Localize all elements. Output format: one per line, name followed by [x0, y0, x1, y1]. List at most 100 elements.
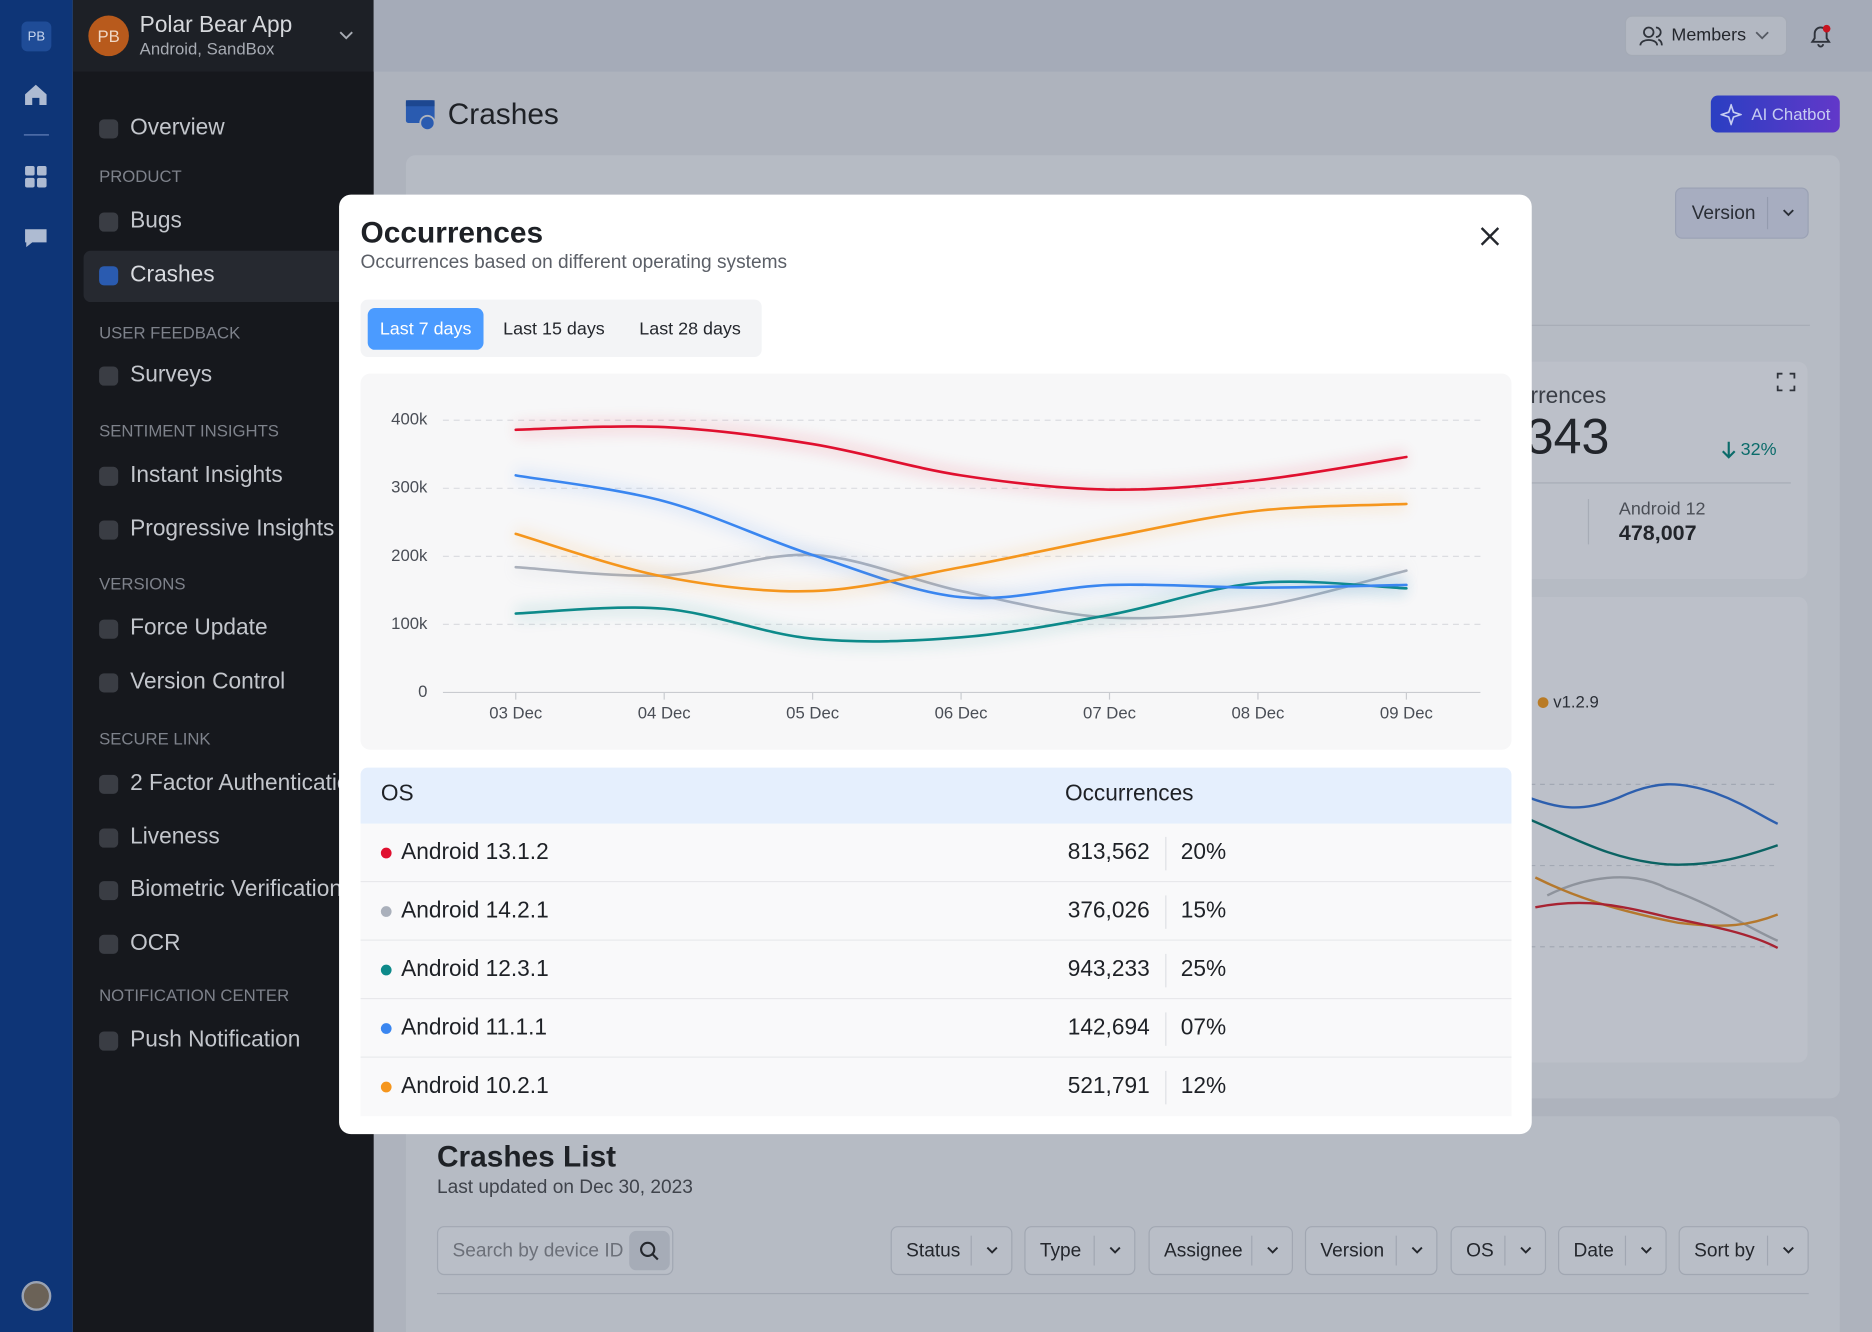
chevron	[1109, 1246, 1121, 1254]
nav-item[interactable]: Push Notification	[130, 1027, 301, 1053]
nav-item[interactable]: Version Control	[130, 668, 286, 694]
nav-icon	[99, 466, 119, 486]
bg-line	[1535, 901, 1779, 949]
filter-button[interactable]	[1450, 1226, 1547, 1276]
table-header-os: OS	[380, 781, 414, 807]
series-line	[514, 474, 1408, 600]
os-dot	[380, 1081, 392, 1093]
tab[interactable]: Last 7 days	[367, 308, 484, 350]
y-tick-label: 200k	[391, 546, 428, 565]
search-button[interactable]	[629, 1230, 670, 1271]
grid-icon[interactable]	[25, 165, 47, 188]
filter-divider	[970, 1235, 972, 1266]
bg-line	[1511, 783, 1779, 825]
sidebar: PB Polar Bear App Android, SandBox Overv…	[72, 0, 374, 1332]
chevron	[1520, 1246, 1532, 1254]
expand-icon[interactable]	[1776, 372, 1796, 392]
os-dot	[380, 847, 392, 859]
nav-active-bg	[83, 250, 374, 302]
list-subtitle: Last updated on Dec 30, 2023	[436, 1177, 693, 1198]
filter-button[interactable]	[1148, 1226, 1293, 1276]
ai-icon	[1720, 103, 1742, 126]
line-glow	[515, 419, 1408, 497]
filter-label: OS	[1466, 1240, 1494, 1262]
y-tick-label: 400k	[391, 410, 428, 429]
bell-icon[interactable]	[1808, 23, 1834, 49]
chart-panel	[360, 373, 1512, 750]
dropdown-divider	[1766, 196, 1769, 230]
members-chevron	[1755, 31, 1769, 40]
table-header	[360, 767, 1512, 824]
filter-divider	[1251, 1235, 1253, 1266]
nav-item[interactable]: Biometric Verification	[130, 877, 342, 903]
user-avatar[interactable]	[21, 1281, 52, 1311]
modal-title: Occurrences	[360, 216, 544, 250]
nav-item[interactable]: Progressive Insights	[130, 515, 335, 542]
share: 12%	[1180, 1073, 1227, 1099]
x-tick-label: 05 Dec	[786, 703, 839, 722]
list-title: Crashes List	[436, 1140, 617, 1174]
filter-chevron	[1109, 1246, 1121, 1254]
stat2-value: 478,007	[1618, 520, 1697, 545]
stat-value: 343	[1525, 408, 1610, 465]
occurrences: 376,026	[1067, 897, 1150, 923]
x-tick-label: 09 Dec	[1380, 703, 1433, 722]
rail-logo[interactable]: PB	[21, 21, 52, 52]
filter-button[interactable]	[890, 1226, 1013, 1276]
bg-line	[1534, 876, 1779, 927]
stat-divider	[1511, 482, 1791, 484]
filter-chevron	[1411, 1246, 1423, 1254]
nav-icon	[99, 119, 119, 139]
nav-icon	[99, 934, 119, 954]
cell-divider	[1165, 1070, 1167, 1104]
chat-icon[interactable]	[25, 229, 47, 248]
app-avatar: PB	[88, 15, 129, 57]
nav-item[interactable]: 2 Factor Authentication	[130, 770, 363, 796]
app-name: Polar Bear App	[139, 12, 293, 38]
cell-divider	[1165, 836, 1167, 870]
filter-label: Assignee	[1164, 1240, 1243, 1262]
nav-item[interactable]: OCR	[130, 930, 181, 956]
nav-item[interactable]: Bugs	[130, 208, 182, 234]
home-icon[interactable]	[25, 84, 47, 106]
series-line	[514, 425, 1408, 492]
filter-label: Date	[1573, 1240, 1614, 1262]
stat-card	[1511, 361, 1808, 580]
nav-heading: USER FEEDBACK	[99, 323, 241, 343]
nav-item[interactable]: Force Update	[130, 615, 268, 641]
tab[interactable]: Last 28 days	[639, 318, 741, 340]
filter-label: Sort by	[1694, 1240, 1755, 1262]
nav-item[interactable]: Liveness	[130, 824, 220, 850]
nav-icon	[99, 366, 119, 386]
filter-chevron	[1520, 1246, 1532, 1254]
filter-label: Status	[906, 1240, 961, 1262]
nav-item[interactable]: Instant Insights	[130, 462, 283, 488]
nav-heading: NOTIFICATION CENTER	[99, 985, 290, 1005]
nav-item[interactable]: Overview	[130, 115, 225, 141]
filter-divider	[1395, 1235, 1397, 1266]
app-chevron[interactable]	[338, 29, 355, 43]
filter-chevron	[1782, 1246, 1794, 1254]
stat-vdivider	[1587, 499, 1590, 545]
close-button[interactable]	[1479, 226, 1500, 247]
chevron	[986, 1246, 998, 1254]
cell-divider	[1165, 953, 1167, 987]
ai-chatbot-label: AI Chatbot	[1751, 104, 1831, 124]
x-tick-label: 04 Dec	[638, 703, 691, 722]
nav-item[interactable]: Surveys	[130, 362, 213, 388]
stat-label: rrences	[1530, 383, 1607, 410]
series-line	[514, 502, 1408, 593]
table-row	[360, 1057, 1512, 1117]
search-placeholder: Search by device ID	[452, 1240, 624, 1262]
y-tick-label: 100k	[391, 614, 428, 633]
tab[interactable]: Last 15 days	[503, 318, 605, 340]
y-tick-label: 0	[418, 682, 427, 701]
ai-chatbot-button[interactable]	[1710, 95, 1840, 133]
table-row	[360, 940, 1512, 1000]
nav-icon	[99, 828, 119, 848]
chevron	[1267, 1246, 1279, 1254]
occurrences: 943,233	[1067, 956, 1150, 982]
nav-item[interactable]: Crashes	[130, 261, 215, 287]
nav-heading: SENTIMENT INSIGHTS	[99, 420, 279, 441]
